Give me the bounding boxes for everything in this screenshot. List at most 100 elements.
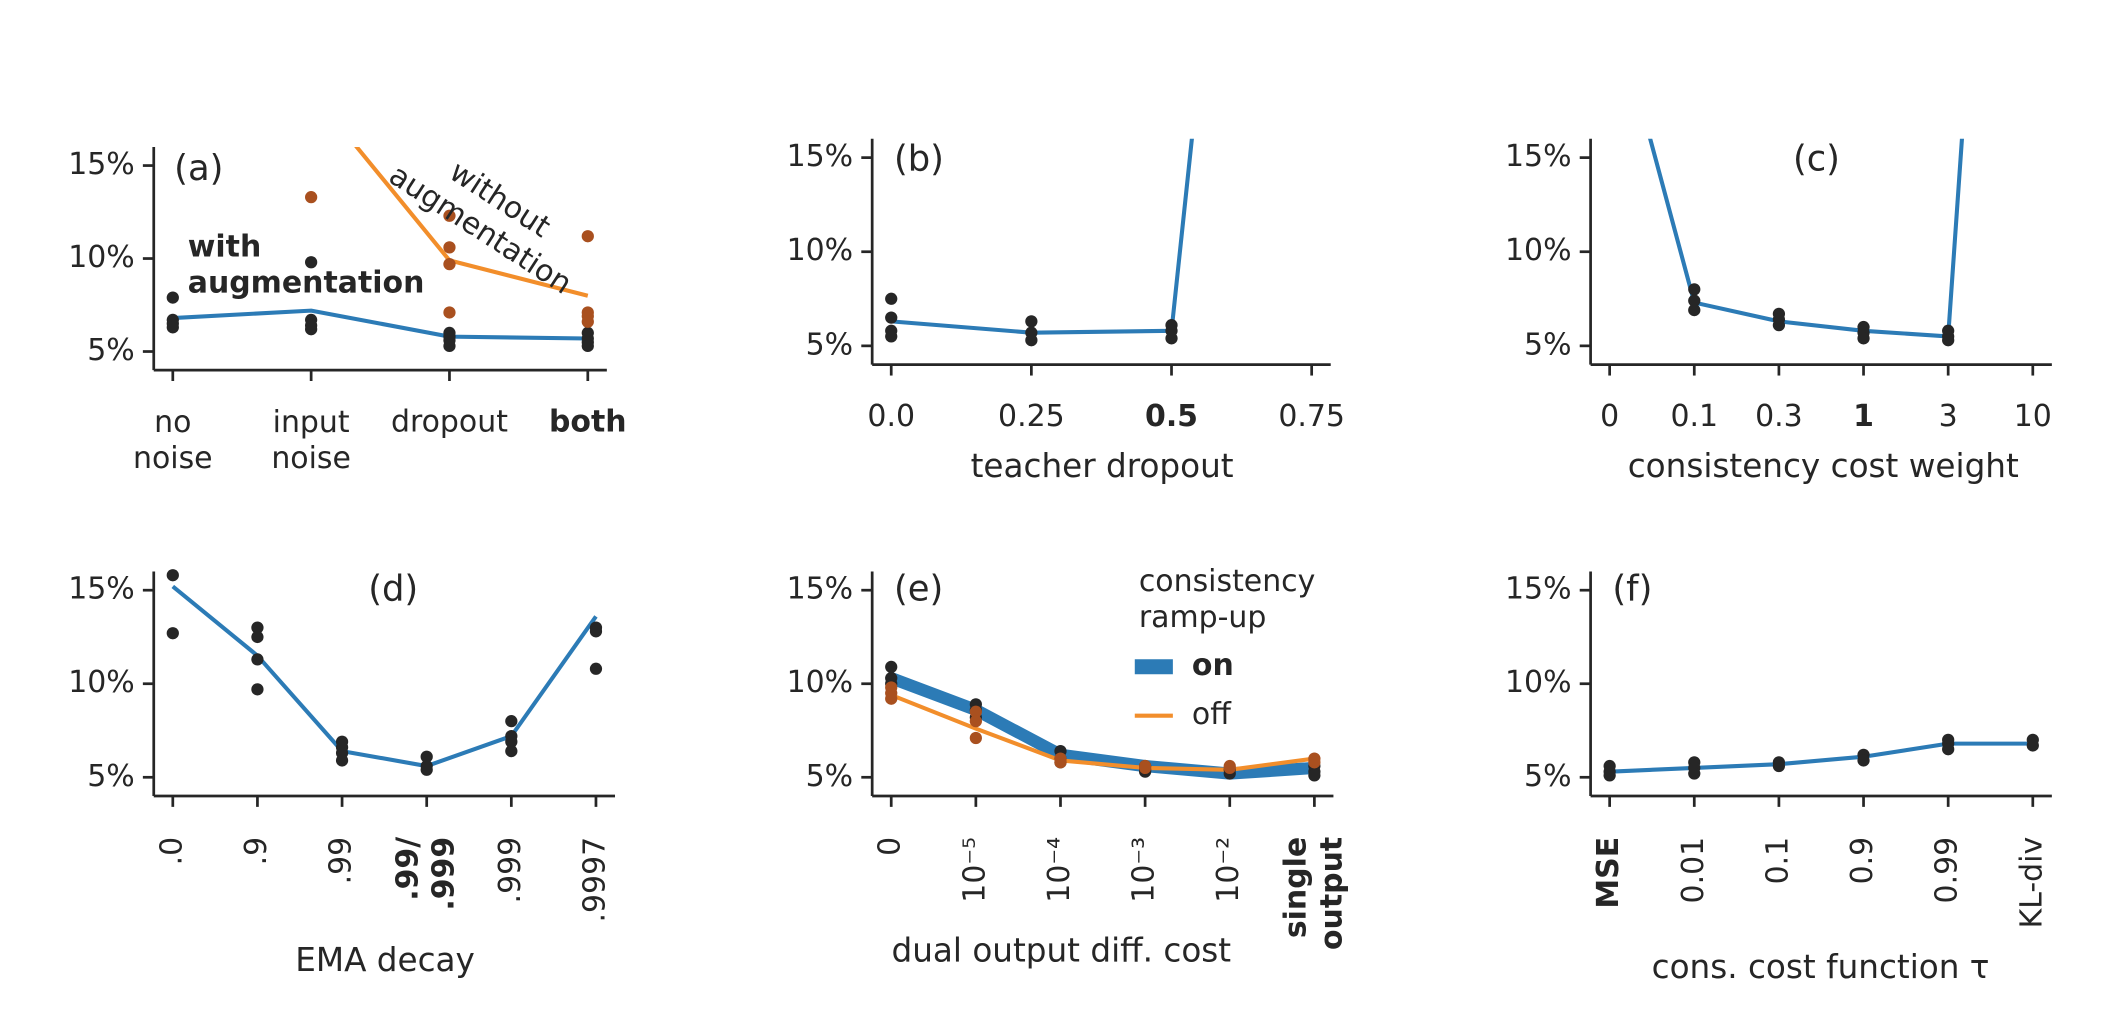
x-tick-label: MSE: [1591, 837, 1626, 909]
y-tick-label: 15%: [787, 572, 854, 607]
x-tick-label: dropout: [391, 405, 508, 440]
x-tick-label: KL-div: [2014, 837, 2049, 929]
data-point: [443, 209, 456, 222]
x-tick-label: .999: [493, 837, 528, 904]
data-point: [166, 627, 179, 640]
series-line: [172, 308, 588, 341]
legend-label: on: [1192, 648, 1234, 683]
data-point: [1603, 769, 1616, 782]
data-point: [420, 750, 433, 763]
x-tick-label: 0.9: [1845, 837, 1880, 885]
y-tick-label: 10%: [1505, 233, 1572, 268]
data-point: [581, 315, 594, 328]
y-tick-label: 5%: [1524, 327, 1571, 362]
series-line: [1648, 138, 1964, 339]
x-tick-label: 1: [1853, 399, 1874, 434]
x-tick-label: 0.99: [1930, 837, 1965, 904]
y-tick-label: 15%: [68, 572, 135, 607]
data-point: [1857, 332, 1870, 345]
data-point: [335, 754, 349, 767]
x-tick-label: 10: [2014, 399, 2052, 434]
series-annotation: with augmentation: [188, 229, 425, 300]
data-point: [251, 621, 264, 634]
data-point: [305, 323, 318, 336]
x-tick-label: 0.0: [867, 399, 915, 434]
x-axis-label: consistency cost weight: [1628, 447, 2019, 485]
data-point: [1688, 303, 1701, 317]
data-point: [1688, 294, 1701, 307]
data-point: [885, 660, 898, 674]
x-tick-label: 0: [873, 837, 908, 856]
x-tick-label: .9997: [577, 837, 612, 923]
x-tick-label: 0.5: [1145, 399, 1198, 434]
data-point: [885, 292, 898, 305]
x-tick-label: 3: [1939, 399, 1958, 434]
data-point: [251, 630, 264, 644]
data-point: [305, 191, 318, 204]
x-tick-label: 0.25: [998, 399, 1065, 434]
x-tick-label: no noise: [133, 404, 213, 475]
panel-title: (a): [174, 148, 223, 189]
series-line: [171, 584, 598, 769]
x-tick-label: .0: [154, 837, 189, 866]
x-tick-label: 10⁻⁴: [1042, 837, 1077, 903]
data-point: [505, 735, 518, 748]
series-line: [1609, 741, 2033, 774]
data-point: [1308, 756, 1321, 769]
data-point: [885, 692, 898, 705]
x-tick-label: .99/.999: [390, 837, 461, 911]
y-tick-label: 5%: [87, 759, 134, 794]
data-point: [505, 715, 518, 728]
x-tick-label: .9: [239, 837, 274, 866]
data-point: [581, 230, 594, 243]
y-tick-label: 10%: [787, 233, 854, 268]
y-tick-label: 5%: [1524, 759, 1571, 794]
data-point: [969, 715, 982, 728]
y-tick-label: 10%: [1505, 665, 1572, 700]
data-point: [2026, 739, 2039, 752]
data-point: [443, 306, 456, 319]
data-point: [443, 241, 456, 254]
data-point: [969, 731, 982, 745]
data-point: [1772, 319, 1786, 332]
x-tick-label: 0.75: [1278, 399, 1345, 434]
y-tick-label: 15%: [1505, 139, 1572, 174]
y-tick-label: 5%: [806, 759, 853, 794]
y-tick-label: 5%: [806, 327, 853, 362]
data-point: [251, 653, 264, 666]
data-point: [420, 763, 433, 776]
x-tick-label: 10⁻³: [1127, 837, 1162, 903]
x-tick-label: 0.01: [1676, 837, 1711, 904]
panel-title: (e): [894, 569, 943, 610]
data-point: [969, 705, 982, 718]
data-point: [1942, 334, 1955, 347]
data-point: [885, 311, 898, 324]
data-point: [1688, 283, 1701, 296]
x-tick-label: input noise: [271, 404, 351, 475]
x-tick-label: 0.1: [1760, 837, 1795, 885]
data-point: [251, 683, 264, 696]
y-tick-label: 15%: [68, 147, 135, 182]
x-tick-label: 0: [1600, 399, 1619, 434]
data-point: [443, 257, 456, 271]
panel-title: (d): [368, 569, 418, 610]
data-point: [166, 569, 179, 582]
y-tick-label: 10%: [68, 240, 135, 275]
x-tick-label: both: [549, 405, 627, 440]
x-tick-label: 10⁻⁵: [957, 837, 992, 903]
y-tick-label: 10%: [787, 665, 854, 700]
data-point: [443, 339, 456, 353]
series-line: [891, 138, 1194, 335]
x-tick-label: 0.3: [1755, 399, 1803, 434]
panel-title: (c): [1793, 139, 1840, 180]
x-axis-label: teacher dropout: [971, 447, 1234, 485]
data-point: [505, 744, 518, 758]
legend-label: off: [1192, 697, 1232, 732]
series-line: [890, 693, 1315, 772]
data-point: [1223, 761, 1236, 775]
data-point: [885, 330, 898, 343]
data-point: [1772, 759, 1786, 773]
y-tick-label: 15%: [1505, 572, 1572, 607]
panel-title: (f): [1612, 569, 1652, 610]
series-line: [889, 672, 1315, 780]
